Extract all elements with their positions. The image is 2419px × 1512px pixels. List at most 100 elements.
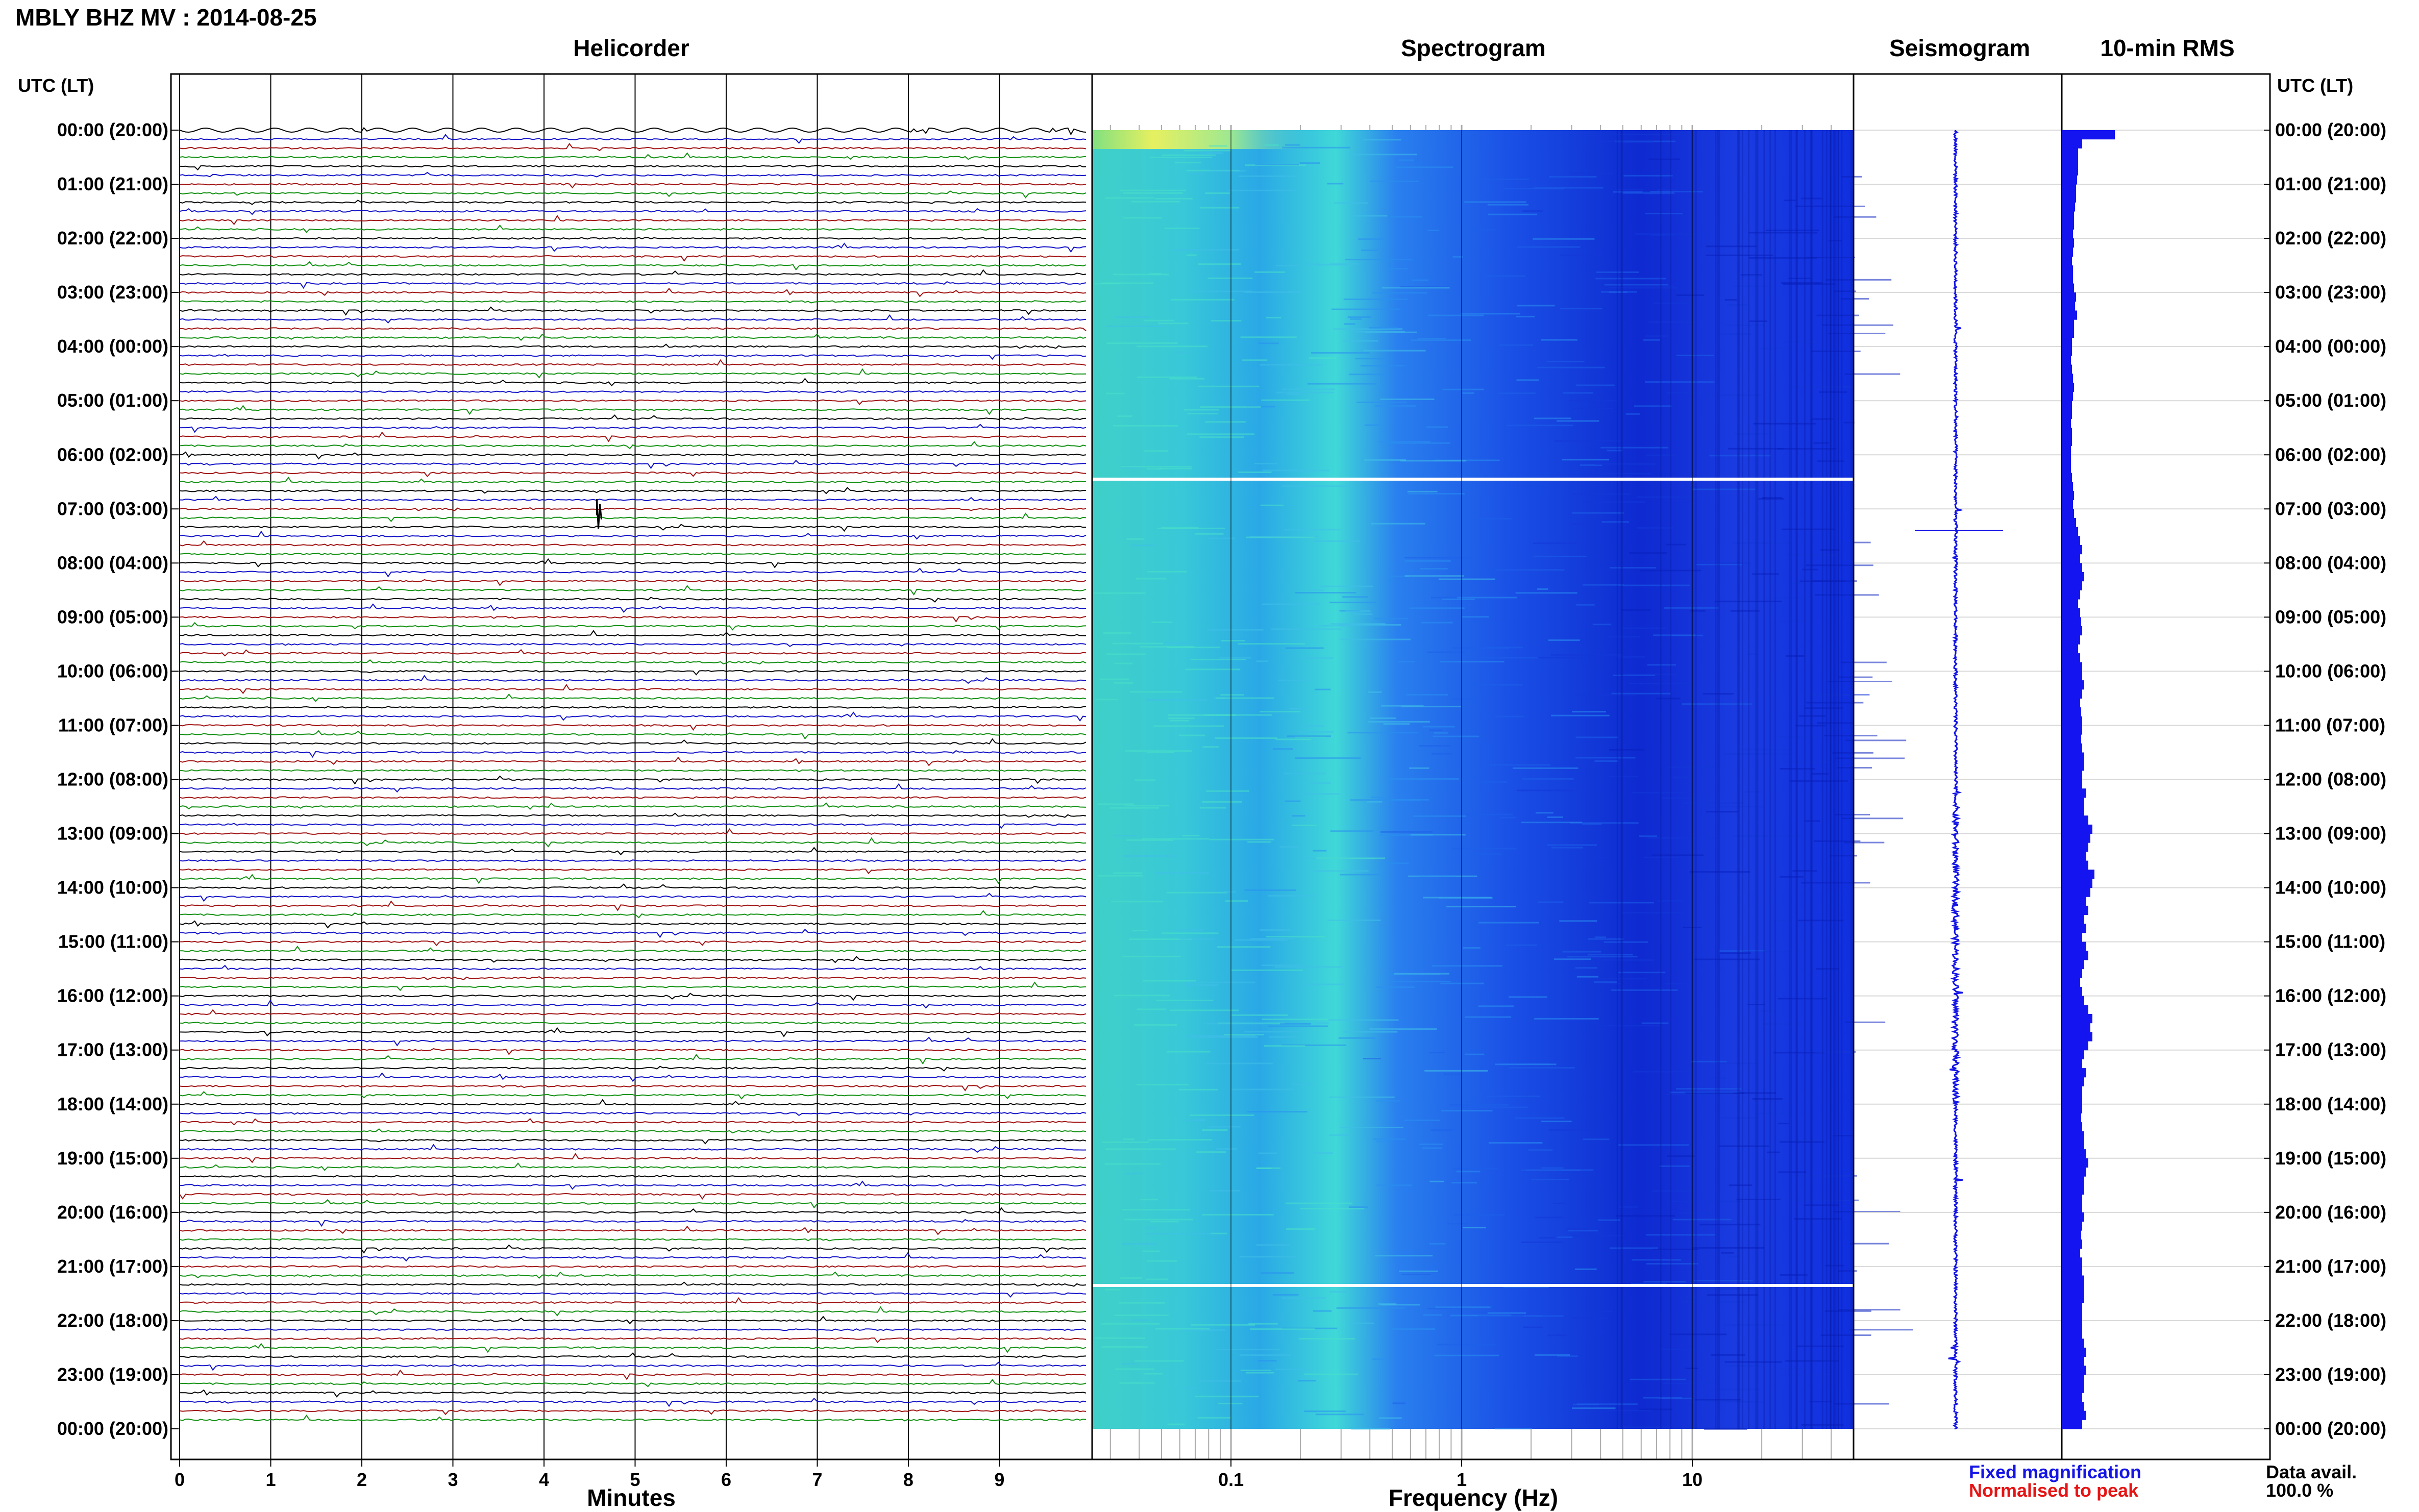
spectrogram-texture — [1331, 308, 1400, 310]
spectrogram-texture — [1466, 1101, 1478, 1103]
helicorder-trace — [179, 649, 1087, 657]
spectrogram-texture — [1841, 817, 1903, 820]
spectrogram-texture — [1551, 847, 1584, 849]
spectrogram-texture — [1841, 176, 1862, 178]
spectrogram-texture — [1572, 1407, 1616, 1409]
spectrogram-texture — [1816, 968, 1840, 970]
time-label-right: 17:00 (13:00) — [2275, 1039, 2386, 1060]
rms-bar — [2062, 978, 2080, 987]
spectrogram-texture — [1121, 466, 1192, 468]
helicorder-trace — [179, 183, 1087, 189]
spectrogram-texture — [1195, 1396, 1259, 1398]
rms-bar — [2062, 770, 2082, 780]
spectrogram-texture — [1392, 1328, 1435, 1330]
spectrogram-texture — [1373, 1138, 1406, 1140]
rms-bar — [2062, 644, 2078, 654]
spectrogram-texture — [1475, 657, 1538, 659]
spectrogram-texture — [1560, 308, 1602, 310]
rms-bar — [2062, 1230, 2081, 1240]
spectrogram-texture — [1784, 761, 1830, 763]
spectrogram-texture — [1258, 342, 1279, 344]
spectrogram-texture — [1488, 213, 1538, 215]
seismogram-panel — [1853, 73, 2063, 1460]
spectrogram-texture — [1707, 1294, 1759, 1296]
spectrogram-texture — [1647, 664, 1676, 666]
spectrogram-texture — [1825, 1265, 1844, 1267]
helicorder-title: Helicorder — [573, 35, 689, 61]
spectrogram-texture — [1269, 1036, 1297, 1038]
helicorder-trace — [179, 1361, 1087, 1371]
helicorder-trace — [179, 1252, 1087, 1262]
rms-bar — [2062, 1023, 2090, 1032]
time-label-left: 09:00 (05:00) — [57, 606, 168, 627]
spectrogram-texture — [1666, 543, 1686, 546]
helicorder-trace — [179, 1244, 1087, 1254]
spectrogram-texture — [1134, 1360, 1184, 1362]
spectrogram-texture — [1798, 715, 1826, 717]
spectrogram-texture — [1262, 1019, 1328, 1021]
spectrogram-texture — [1446, 906, 1516, 908]
spectrogram-texture — [1115, 1368, 1155, 1370]
spectrogram-texture — [1553, 958, 1591, 960]
helicorder-panel — [170, 73, 1093, 1460]
spectrogram-texture — [1363, 350, 1426, 352]
spectrogram-texture — [1535, 1217, 1563, 1219]
spectrogram-texture — [1571, 512, 1624, 514]
spectrogram-texture — [1583, 1331, 1605, 1332]
spectrogram-texture — [1369, 1028, 1437, 1030]
spectrogram-texture — [1155, 1000, 1214, 1001]
spectrogram-texture — [1179, 938, 1216, 940]
spectrogram-texture — [1301, 657, 1334, 659]
spectrogram-texture — [1721, 1252, 1734, 1254]
rms-bar — [2062, 1077, 2084, 1086]
rms-bar — [2062, 572, 2084, 582]
spectrogram-texture — [1719, 333, 1751, 335]
spectrogram-texture — [1849, 1329, 1913, 1331]
spectrogram-texture — [1780, 1368, 1807, 1370]
seismogram-trace — [1948, 130, 1964, 1430]
helicorder-trace — [179, 1397, 1087, 1407]
helicorder-trace — [179, 1238, 1087, 1242]
spectrogram-texture — [1199, 436, 1244, 438]
spectrogram-texture — [1162, 154, 1216, 156]
spectrogram-texture — [1704, 1428, 1747, 1430]
spectrogram-texture — [1753, 423, 1816, 425]
spectrogram-texture — [1747, 1004, 1765, 1005]
spectrogram-texture — [1150, 1221, 1179, 1223]
spectrogram-texture — [1356, 402, 1407, 403]
spectrogram-texture — [1327, 920, 1381, 921]
spectrogram-texture — [1548, 639, 1580, 641]
helicorder-trace — [179, 1111, 1087, 1117]
spectrogram-texture — [1534, 1018, 1599, 1020]
helicorder-trace — [179, 802, 1087, 810]
spectrogram-texture — [1348, 374, 1389, 376]
spectrogram-texture — [1225, 900, 1248, 902]
spectrogram-texture — [1137, 376, 1197, 378]
helicorder-trace — [179, 208, 1087, 215]
rms-bar — [2062, 536, 2080, 546]
spectrogram-texture — [1169, 378, 1204, 380]
spectrogram-texture — [1806, 257, 1855, 259]
spectrogram-texture — [1819, 391, 1847, 393]
spectrogram-texture — [1537, 366, 1605, 368]
spectrogram-texture — [1343, 299, 1408, 301]
rms-bar — [2062, 941, 2086, 951]
spectrogram-texture — [1336, 1307, 1405, 1309]
spectrogram-texture — [1575, 384, 1615, 386]
time-label-left: 19:00 (15:00) — [57, 1148, 168, 1169]
spectrogram-texture — [1106, 326, 1166, 327]
helicorder-trace — [179, 642, 1087, 648]
spectrogram-texture — [1422, 1147, 1443, 1149]
spectrogram-texture — [1286, 1228, 1315, 1230]
rms-bar — [2062, 202, 2075, 212]
spectrogram-texture — [1290, 708, 1301, 710]
seismogram-title: Seismogram — [1889, 35, 2030, 61]
rms-bar — [2062, 951, 2088, 960]
time-label-right: 06:00 (02:00) — [2275, 444, 2386, 465]
spectrogram-texture — [1731, 610, 1760, 612]
spectrogram-texture — [1146, 1260, 1177, 1262]
rms-panel — [2061, 73, 2271, 1460]
spectrogram-texture — [1202, 1129, 1228, 1131]
spectrogram-texture — [1169, 720, 1189, 722]
spectrogram-texture — [1595, 278, 1666, 280]
